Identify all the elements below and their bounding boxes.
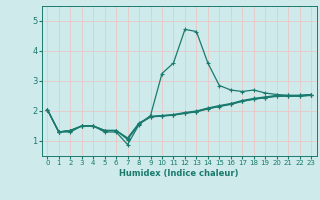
X-axis label: Humidex (Indice chaleur): Humidex (Indice chaleur) bbox=[119, 169, 239, 178]
